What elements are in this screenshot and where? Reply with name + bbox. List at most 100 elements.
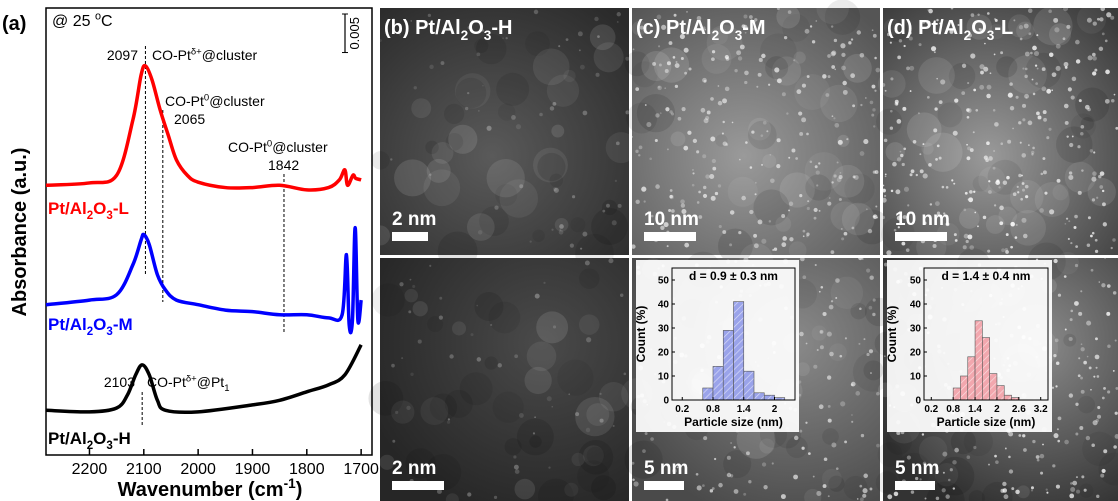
particle <box>1093 21 1097 25</box>
particle <box>1092 232 1095 235</box>
particle <box>718 85 720 87</box>
particle <box>1070 318 1073 321</box>
particle <box>710 489 713 492</box>
particle <box>741 196 746 201</box>
particle <box>1064 440 1069 445</box>
texture <box>495 184 517 206</box>
particle <box>973 89 976 92</box>
particle <box>942 186 945 189</box>
particle <box>936 78 938 80</box>
particle <box>748 480 751 483</box>
particle <box>1107 284 1111 288</box>
particle <box>967 82 969 84</box>
particle <box>927 96 930 99</box>
particle <box>1003 180 1007 184</box>
particle <box>763 485 767 489</box>
particle <box>857 498 859 500</box>
particle <box>1028 121 1033 126</box>
particle <box>1032 46 1037 51</box>
particle <box>1085 105 1090 110</box>
particle <box>1080 290 1082 292</box>
particle <box>1032 440 1035 443</box>
text-segment: @cluster <box>209 93 265 109</box>
particle <box>1066 218 1068 220</box>
particle <box>1022 118 1025 121</box>
particle <box>860 104 862 106</box>
particle <box>712 159 716 163</box>
texture <box>728 177 758 207</box>
particle <box>1114 94 1116 96</box>
particle <box>876 217 878 219</box>
particle <box>990 72 992 74</box>
texture <box>527 342 557 372</box>
particle <box>620 294 623 297</box>
texture <box>446 133 464 151</box>
particle <box>911 490 914 493</box>
particle <box>829 352 834 357</box>
particle <box>816 491 821 496</box>
particle <box>702 154 706 158</box>
particle <box>987 250 990 253</box>
particle <box>1095 355 1100 360</box>
particle <box>551 229 553 231</box>
particle <box>813 365 817 369</box>
particle <box>770 178 775 183</box>
text-segment: @ 25 <box>52 13 95 30</box>
particle <box>467 492 471 496</box>
particle <box>969 190 973 194</box>
particle <box>967 108 972 113</box>
particle <box>711 196 716 201</box>
particle <box>1031 151 1034 154</box>
particle <box>1053 354 1056 357</box>
particle <box>599 393 601 395</box>
particle <box>866 353 869 356</box>
particle <box>872 313 875 316</box>
particle <box>848 41 851 44</box>
particle <box>1100 6 1105 11</box>
particle <box>986 141 990 145</box>
particle <box>794 436 798 440</box>
particle <box>1079 426 1083 430</box>
particle <box>987 85 992 90</box>
particle <box>953 487 955 489</box>
particle <box>664 87 666 89</box>
particle <box>758 219 763 224</box>
text-segment: O <box>93 199 106 218</box>
particle <box>1005 248 1008 251</box>
particle <box>632 478 635 481</box>
texture <box>371 151 389 169</box>
texture <box>370 225 390 245</box>
particle <box>828 75 831 78</box>
texture <box>474 292 503 321</box>
particle <box>1068 238 1070 240</box>
particle <box>884 139 888 143</box>
particle <box>1040 454 1045 459</box>
x-tick-label: 2200 <box>72 461 108 478</box>
particle <box>1077 145 1080 148</box>
particle <box>831 25 833 27</box>
texture <box>938 102 963 127</box>
particle <box>743 493 746 496</box>
particle <box>930 203 932 205</box>
particle <box>1102 397 1105 400</box>
particle <box>874 90 876 92</box>
texture <box>515 479 536 500</box>
particle <box>1032 79 1034 81</box>
particle <box>1064 275 1067 278</box>
particle <box>1056 66 1061 71</box>
peak-assignment: CO-Pt0@cluster <box>228 138 328 155</box>
particle <box>550 106 554 110</box>
particle <box>586 428 590 432</box>
particle <box>697 485 702 490</box>
particle <box>1110 16 1114 20</box>
particle <box>746 451 750 455</box>
particle <box>887 494 892 499</box>
particle <box>498 363 502 367</box>
particle <box>907 204 909 206</box>
particle <box>1018 434 1021 437</box>
particle <box>1048 9 1052 13</box>
particle <box>909 66 914 71</box>
particle <box>547 396 552 401</box>
particle <box>1069 493 1074 498</box>
text-segment: O <box>468 17 484 39</box>
